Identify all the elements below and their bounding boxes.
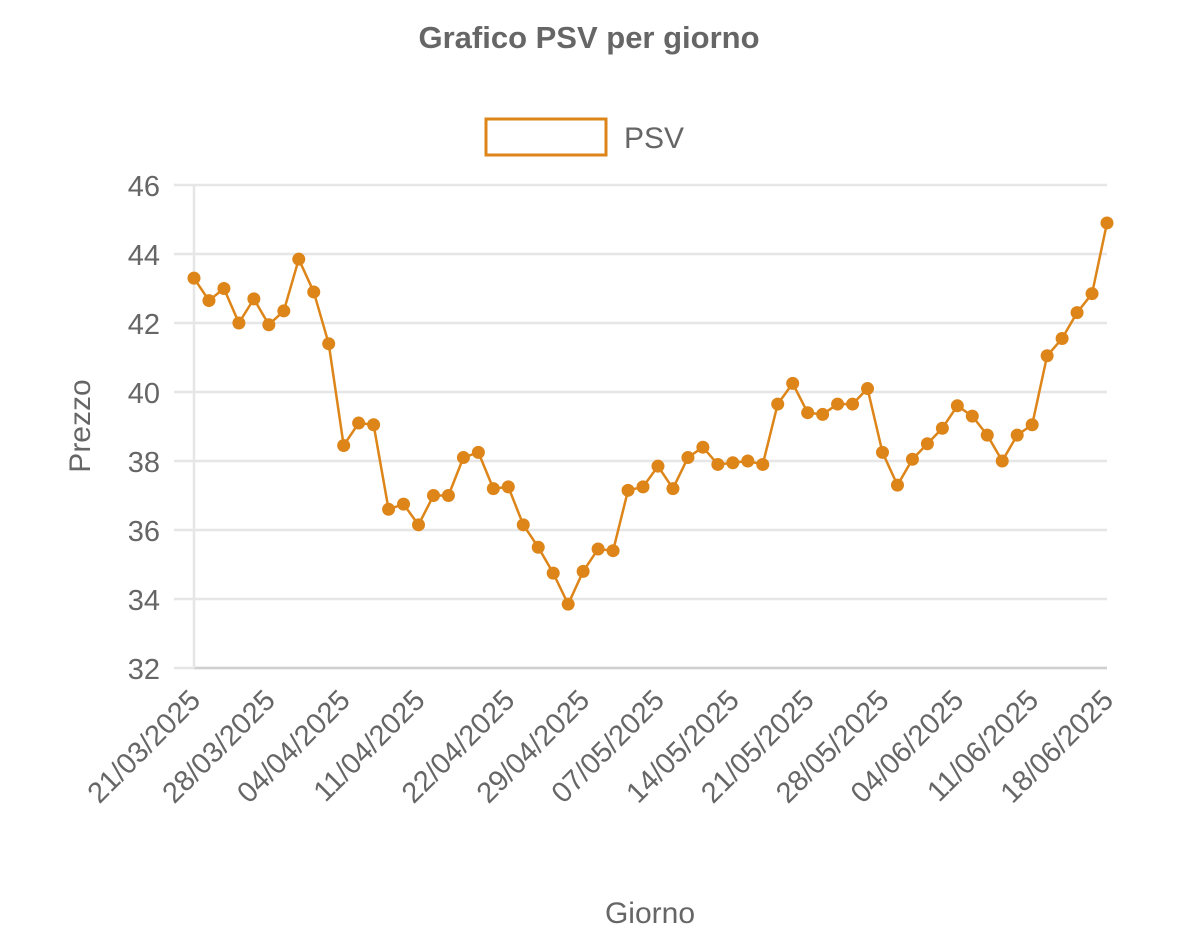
data-point[interactable] bbox=[831, 397, 845, 411]
data-point[interactable] bbox=[666, 482, 680, 496]
data-point[interactable] bbox=[471, 445, 485, 459]
y-tick-label: 46 bbox=[128, 171, 160, 203]
data-point[interactable] bbox=[935, 421, 949, 435]
data-point[interactable] bbox=[262, 318, 276, 332]
data-point[interactable] bbox=[1100, 216, 1114, 230]
data-point[interactable] bbox=[905, 452, 919, 466]
data-point[interactable] bbox=[696, 440, 710, 454]
data-point[interactable] bbox=[861, 382, 875, 396]
data-point[interactable] bbox=[337, 438, 351, 452]
y-tick-label: 38 bbox=[128, 447, 160, 479]
data-point[interactable] bbox=[965, 409, 979, 423]
data-point[interactable] bbox=[591, 542, 605, 556]
data-point[interactable] bbox=[1070, 306, 1084, 320]
data-point[interactable] bbox=[980, 428, 994, 442]
data-point[interactable] bbox=[292, 252, 306, 266]
y-tick-label: 36 bbox=[128, 516, 160, 548]
data-point[interactable] bbox=[950, 399, 964, 413]
data-point[interactable] bbox=[247, 292, 261, 306]
legend-label-psv: PSV bbox=[624, 122, 684, 155]
data-point[interactable] bbox=[202, 294, 216, 308]
data-point[interactable] bbox=[516, 518, 530, 532]
y-tick-label: 32 bbox=[128, 654, 160, 686]
data-point[interactable] bbox=[546, 566, 560, 580]
data-point[interactable] bbox=[1085, 287, 1099, 301]
data-point[interactable] bbox=[681, 451, 695, 465]
data-point[interactable] bbox=[1010, 428, 1024, 442]
gridlines bbox=[174, 183, 1107, 670]
data-point[interactable] bbox=[711, 457, 725, 471]
data-point[interactable] bbox=[531, 540, 545, 554]
x-axis-title: Giorno bbox=[605, 897, 695, 930]
data-point[interactable] bbox=[786, 376, 800, 390]
data-point[interactable] bbox=[651, 459, 665, 473]
data-point[interactable] bbox=[1040, 349, 1054, 363]
data-point[interactable] bbox=[1055, 332, 1069, 346]
y-tick-label: 34 bbox=[128, 585, 160, 617]
y-axis-title: Prezzo bbox=[64, 379, 97, 472]
data-point[interactable] bbox=[277, 304, 291, 318]
data-point[interactable] bbox=[801, 406, 815, 420]
data-point[interactable] bbox=[875, 445, 889, 459]
data-point[interactable] bbox=[726, 456, 740, 470]
data-point[interactable] bbox=[621, 483, 635, 497]
data-point[interactable] bbox=[397, 497, 411, 511]
series-psv bbox=[187, 216, 1114, 611]
x-axis-ticks: 21/03/202528/03/202504/04/202511/04/2025… bbox=[82, 684, 1120, 809]
data-point[interactable] bbox=[187, 271, 201, 285]
data-point[interactable] bbox=[217, 282, 231, 295]
data-point[interactable] bbox=[412, 518, 426, 532]
data-point[interactable] bbox=[771, 397, 785, 411]
data-point[interactable] bbox=[352, 416, 366, 430]
data-point[interactable] bbox=[756, 457, 770, 471]
data-point[interactable] bbox=[486, 482, 500, 496]
data-point[interactable] bbox=[636, 480, 650, 494]
data-point[interactable] bbox=[606, 544, 620, 558]
data-point[interactable] bbox=[920, 437, 934, 451]
data-point[interactable] bbox=[456, 451, 470, 465]
data-point[interactable] bbox=[561, 597, 575, 611]
legend[interactable]: PSV bbox=[484, 117, 684, 157]
data-point[interactable] bbox=[382, 502, 396, 516]
data-point[interactable] bbox=[426, 489, 440, 502]
y-tick-label: 44 bbox=[128, 240, 160, 272]
data-point[interactable] bbox=[441, 489, 455, 502]
data-point[interactable] bbox=[501, 480, 515, 494]
data-point[interactable] bbox=[232, 316, 246, 330]
legend-swatch-psv bbox=[484, 117, 608, 157]
y-axis-ticks: 32 34 36 38 40 42 44 46 bbox=[128, 171, 160, 686]
data-point[interactable] bbox=[367, 418, 381, 432]
y-tick-label: 40 bbox=[128, 378, 160, 410]
data-point[interactable] bbox=[576, 564, 590, 578]
data-point[interactable] bbox=[307, 285, 321, 299]
data-point[interactable] bbox=[995, 454, 1009, 468]
data-point[interactable] bbox=[846, 397, 860, 411]
data-point[interactable] bbox=[741, 454, 755, 468]
data-point[interactable] bbox=[890, 478, 904, 492]
data-point[interactable] bbox=[1025, 418, 1039, 432]
chart-title: Grafico PSV per giorno bbox=[418, 20, 759, 55]
y-tick-label: 42 bbox=[128, 309, 160, 341]
data-point[interactable] bbox=[322, 337, 336, 351]
data-point[interactable] bbox=[816, 407, 830, 421]
